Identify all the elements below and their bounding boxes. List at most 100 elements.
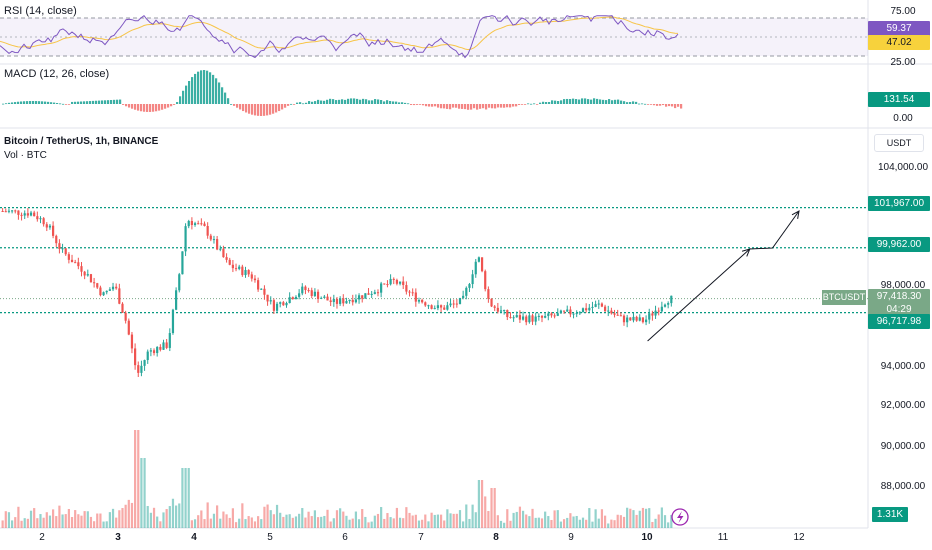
- volume-bar: [430, 512, 433, 528]
- candle-body: [234, 268, 238, 270]
- volume-bar: [490, 488, 493, 528]
- volume-bar: [184, 468, 187, 528]
- volume-bar: [45, 512, 48, 528]
- volume-bar: [285, 514, 288, 528]
- macd-bar: [101, 100, 104, 104]
- candle-body: [477, 257, 481, 262]
- candle-body: [149, 350, 152, 352]
- volume-bar: [405, 507, 408, 528]
- macd-bar: [239, 104, 242, 110]
- macd-bar: [446, 104, 449, 109]
- macd-bar: [659, 104, 662, 106]
- volume-bar: [613, 520, 616, 528]
- volume-bar: [588, 508, 591, 528]
- volume-bar: [1, 520, 4, 528]
- rsi-line: [0, 14, 679, 59]
- candle-body: [257, 280, 260, 290]
- macd-bar: [251, 104, 254, 115]
- volume-bar: [320, 516, 323, 528]
- macd-bar: [56, 102, 59, 104]
- candle-body: [320, 297, 323, 299]
- price-axis-label: 94,000.00: [880, 361, 926, 372]
- candle-body: [253, 278, 257, 281]
- volume-bar: [354, 511, 358, 528]
- macd-bar: [590, 99, 593, 104]
- macd-bar: [389, 100, 392, 104]
- macd-bar: [467, 104, 470, 110]
- candle-body: [635, 316, 638, 321]
- macd-bar: [59, 103, 62, 105]
- candle-body: [99, 287, 102, 296]
- macd-bar: [26, 101, 29, 104]
- level-tag-mid: 99,962.00: [868, 237, 930, 252]
- arrow-heads: [741, 210, 800, 257]
- macd-bar: [383, 101, 386, 104]
- symbol-tag: BTCUSDT: [822, 290, 866, 305]
- volume-value-tag: 1.31K: [872, 507, 908, 522]
- volume-bar: [657, 514, 660, 528]
- macd-bar: [512, 104, 515, 107]
- volume-bar: [335, 510, 339, 528]
- volume-bar: [234, 522, 238, 528]
- rsi-label[interactable]: RSI (14, close): [4, 5, 77, 17]
- macd-bar: [548, 101, 551, 104]
- candle-body: [190, 220, 193, 225]
- candle-body: [402, 281, 405, 286]
- projection-arrow[interactable]: [647, 210, 800, 342]
- macd-bar: [77, 101, 80, 104]
- volume-bar: [197, 515, 200, 528]
- volume-bar: [294, 516, 298, 528]
- candle-body: [638, 317, 641, 321]
- volume-bar: [310, 516, 313, 528]
- macd-bar: [551, 100, 554, 104]
- currency-button[interactable]: USDT: [874, 134, 924, 152]
- rsi-axis-lower: 25.00: [890, 57, 916, 68]
- volume-bar: [222, 511, 225, 528]
- macd-bar: [116, 99, 119, 104]
- candle-countdown: 04:29: [886, 304, 912, 315]
- candle-body: [250, 274, 253, 279]
- candle-body: [572, 313, 575, 315]
- volume-bar: [487, 511, 490, 528]
- macd-bar: [74, 101, 77, 104]
- volume-bar: [203, 519, 206, 528]
- candle-body: [559, 310, 563, 314]
- macd-bar: [155, 104, 158, 112]
- time-axis-label: 8: [493, 532, 499, 543]
- volume-bar: [512, 512, 515, 528]
- volume-bar: [175, 505, 178, 528]
- candle-body: [294, 296, 298, 300]
- macd-bar: [371, 100, 374, 104]
- volume-bar: [127, 499, 130, 528]
- volume-bar: [291, 517, 294, 528]
- macd-bar: [2, 103, 5, 105]
- lightning-icon[interactable]: [671, 508, 689, 526]
- candle-body: [134, 348, 137, 366]
- volume-bar: [626, 507, 629, 528]
- macd-bar: [29, 101, 32, 104]
- candle-body: [23, 213, 26, 216]
- macd-value-tag: 131.54: [868, 92, 930, 107]
- volume-bar: [559, 521, 563, 528]
- macd-label[interactable]: MACD (12, 26, close): [4, 68, 110, 80]
- macd-bar: [614, 99, 617, 104]
- chart-title[interactable]: Bitcoin / TetherUS, 1h, BINANCE: [4, 136, 159, 147]
- candle-body: [238, 266, 241, 269]
- macd-bar: [662, 104, 665, 106]
- volume-bar: [20, 520, 23, 528]
- macd-bar: [431, 104, 434, 107]
- macd-bar: [425, 104, 428, 107]
- macd-bar: [161, 104, 164, 110]
- volume-label[interactable]: Vol · BTC: [4, 150, 47, 161]
- volume-bar: [421, 519, 424, 528]
- macd-bar: [479, 104, 482, 109]
- macd-bar: [344, 99, 347, 104]
- candle-body: [339, 298, 342, 304]
- macd-bar: [353, 98, 356, 104]
- volume-bar: [518, 506, 522, 528]
- candle-body: [613, 313, 616, 315]
- candle-body: [376, 292, 380, 294]
- macd-bar: [5, 103, 8, 105]
